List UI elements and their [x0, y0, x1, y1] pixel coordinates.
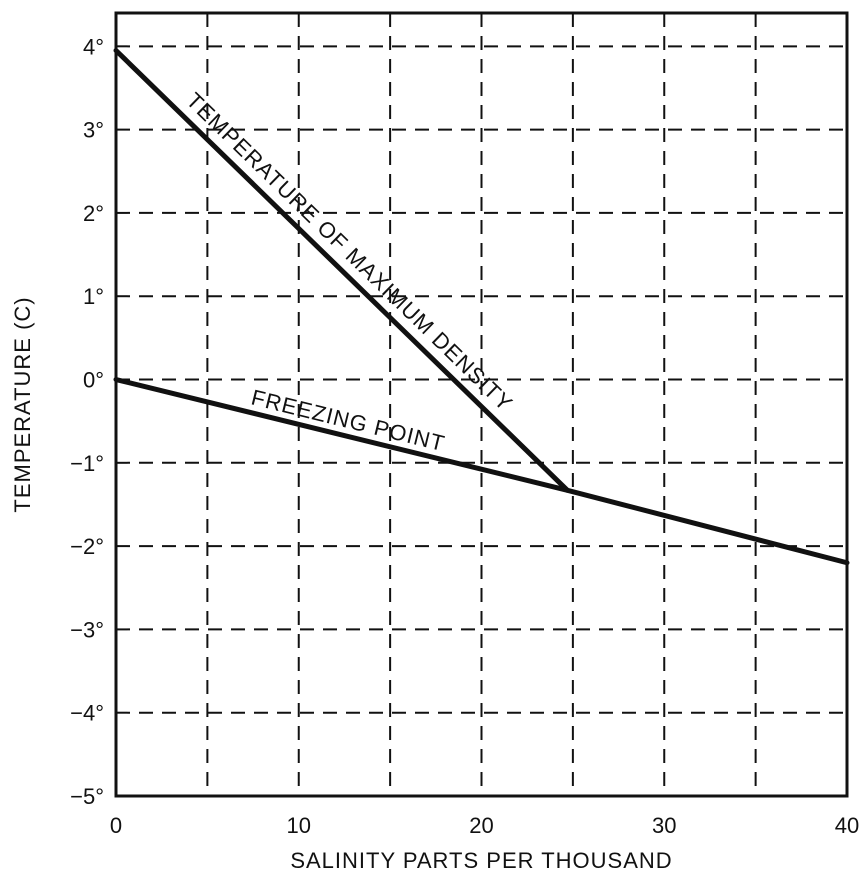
x-tick-label: 20 [469, 813, 493, 838]
series-layer [113, 47, 850, 566]
series-line-1 [113, 377, 850, 566]
y-axis-title: TEMPERATURE (C) [10, 296, 35, 512]
x-tick-label: 10 [287, 813, 311, 838]
plot-frame [114, 11, 849, 798]
y-tick-label: −3° [70, 617, 104, 642]
y-tick-label: −5° [70, 784, 104, 809]
series-line-0 [113, 47, 570, 493]
max-density-annotation: TEMPERATURE OF MAXIMUM DENSITY [182, 88, 518, 417]
x-tick-label: 30 [652, 813, 676, 838]
y-tick-label: 2° [83, 201, 104, 226]
tick-labels: 0 10 20 30 40 4° 3° 2° 1° 0° −1° −2° −3° −4° −5° [70, 34, 859, 838]
y-tick-label: 4° [83, 34, 104, 59]
x-axis-title: SALINITY PARTS PER THOUSAND [290, 848, 672, 873]
y-tick-label: 1° [83, 284, 104, 309]
y-tick-label: −1° [70, 451, 104, 476]
y-tick-label: 0° [83, 368, 104, 393]
y-tick-label: −4° [70, 701, 104, 726]
y-tick-label: −2° [70, 534, 104, 559]
x-tick-label: 0 [110, 813, 122, 838]
x-tick-label: 40 [835, 813, 859, 838]
y-tick-label: 3° [83, 118, 104, 143]
